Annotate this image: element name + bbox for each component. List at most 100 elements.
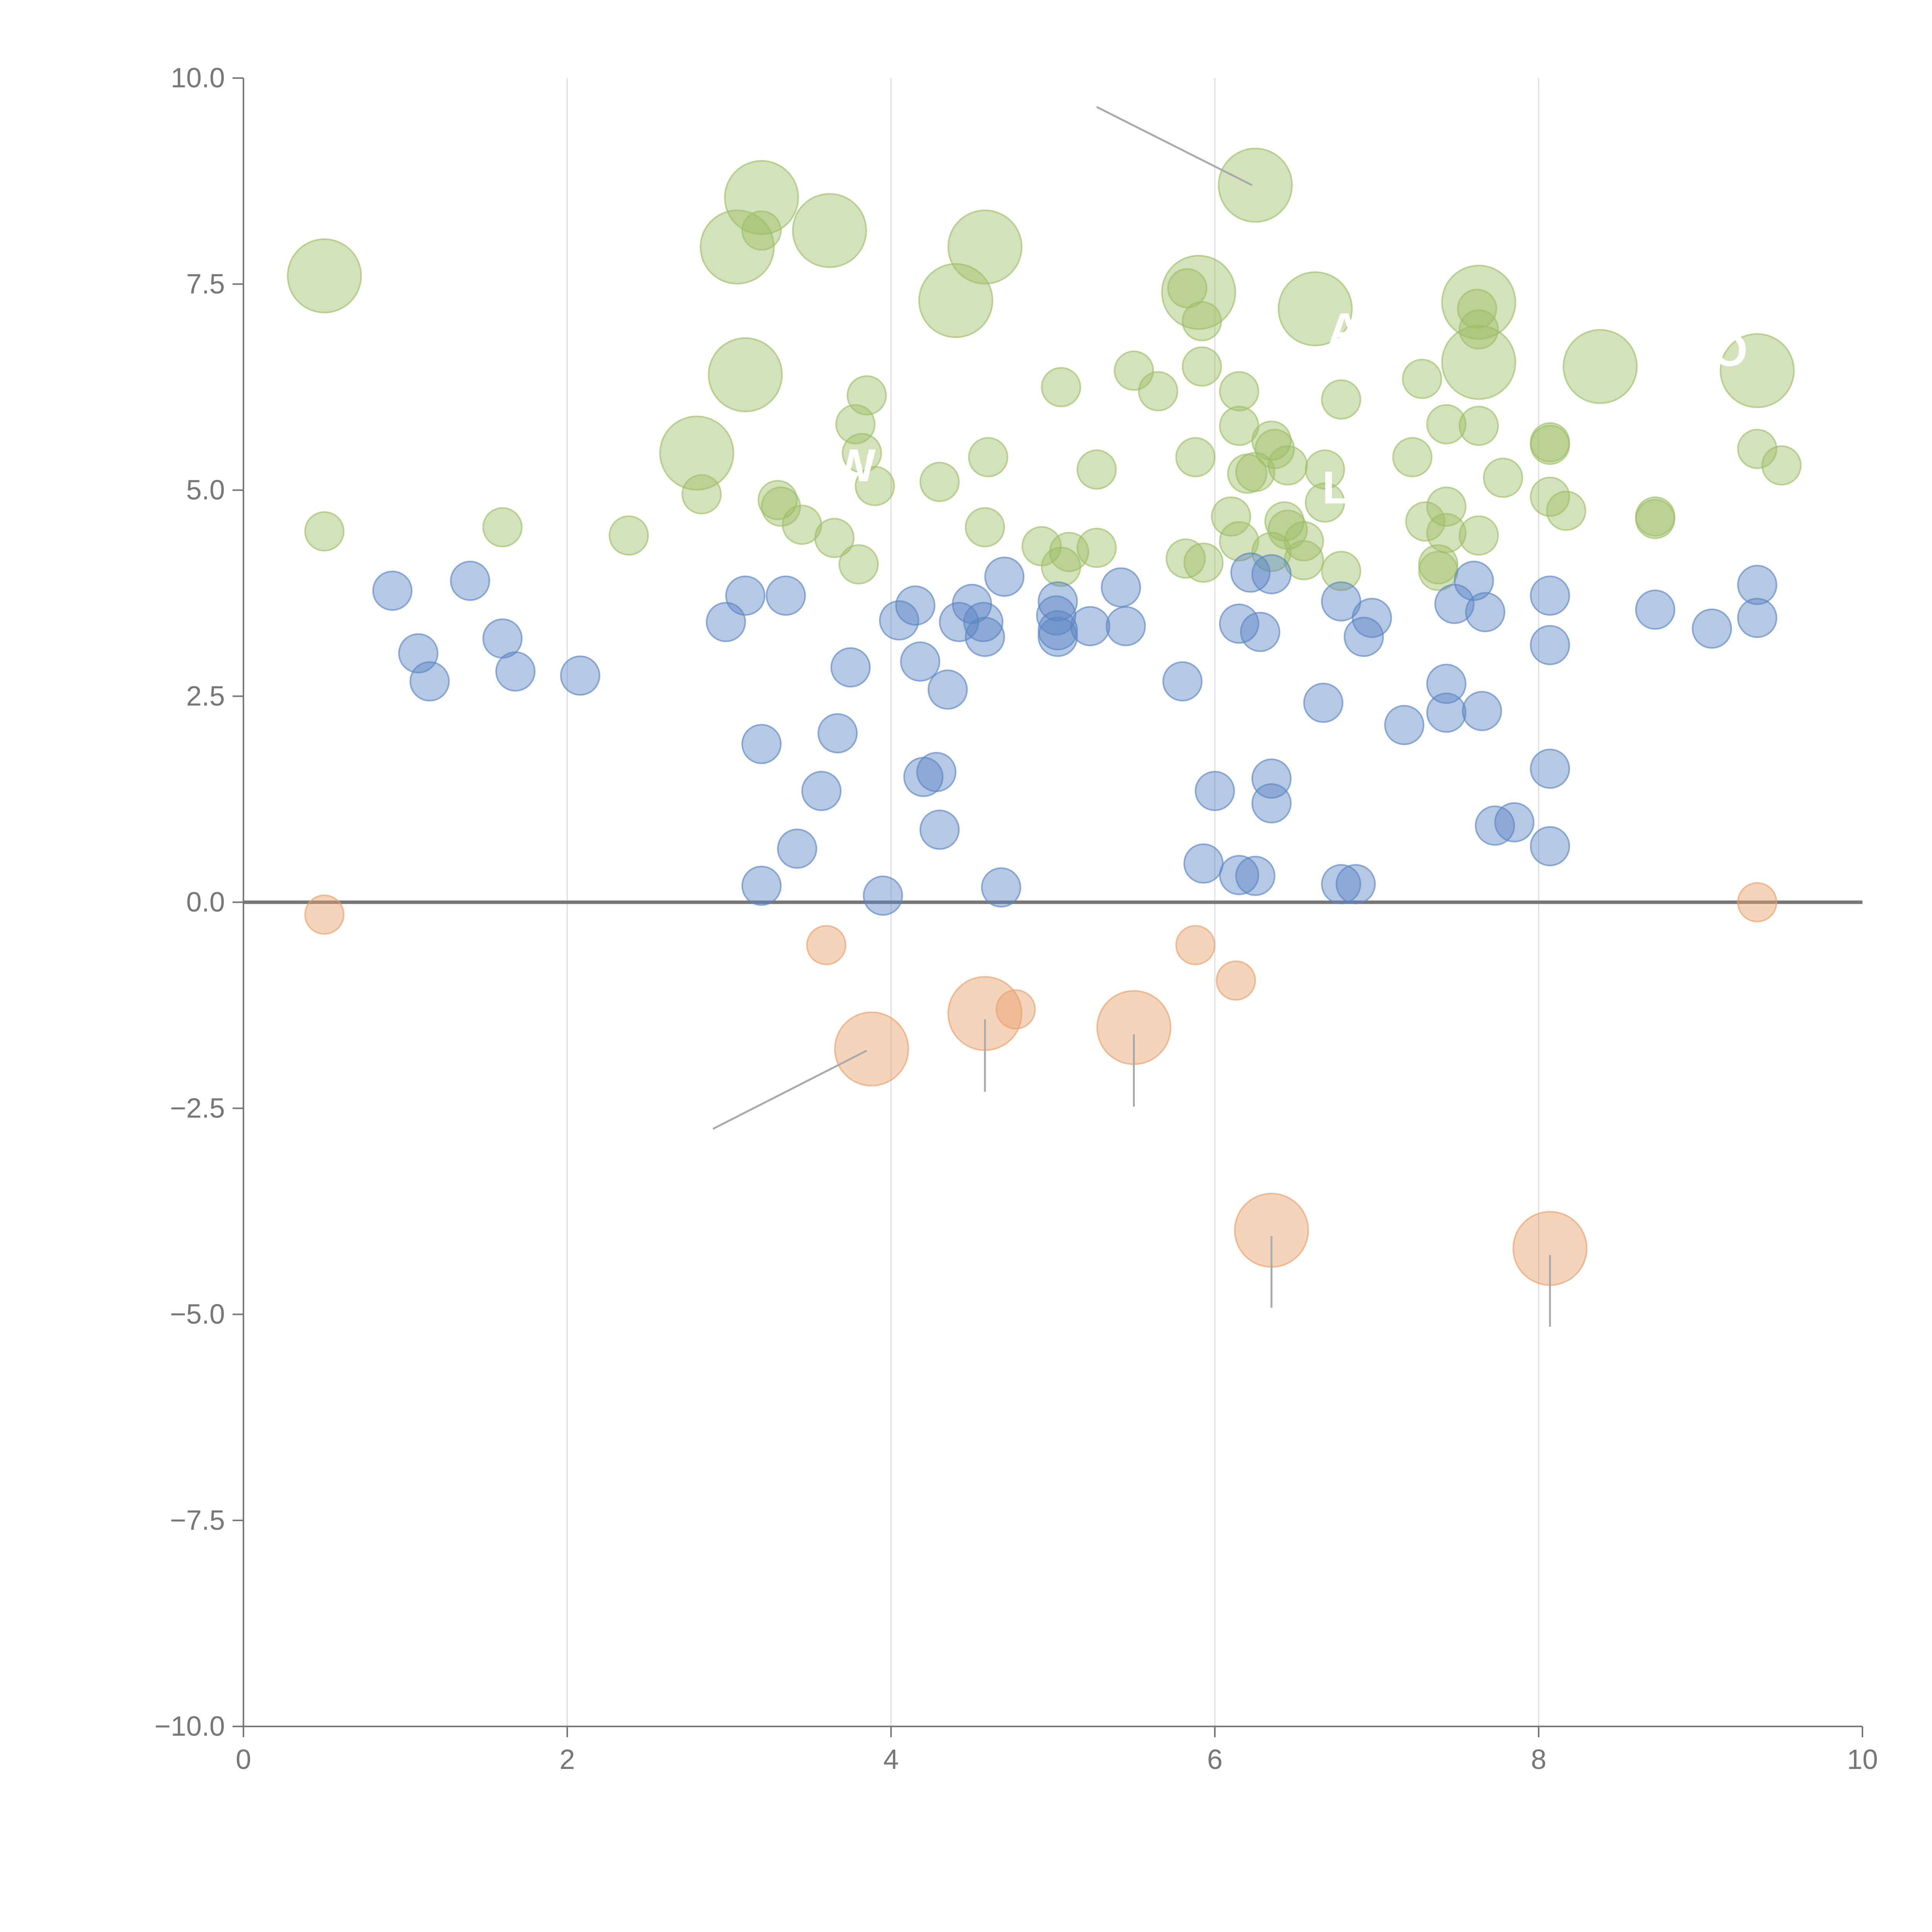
- bubble-high: [1458, 515, 1499, 556]
- bubble-high: [965, 507, 1005, 548]
- bubble-mid: [1335, 864, 1376, 905]
- bubble-high: [757, 480, 798, 520]
- bubble-mid: [372, 570, 413, 611]
- bubble-high: [1114, 350, 1154, 391]
- bubble-high: [681, 474, 722, 515]
- bubble-mid: [1251, 783, 1292, 824]
- bubble-high: [707, 337, 783, 412]
- bubble-high: [1277, 271, 1353, 347]
- bubble-mid: [830, 647, 871, 688]
- bubble-mid: [1183, 843, 1224, 884]
- bubble-low: [834, 1011, 909, 1087]
- annotation-label: L: [1322, 462, 1350, 514]
- x-tick-label: 2: [560, 1744, 575, 1775]
- bubble-mid: [879, 600, 919, 641]
- bubble-mid: [1426, 692, 1467, 733]
- bubble-high: [1219, 371, 1259, 412]
- annotation-labels: W A L O: [832, 304, 1748, 514]
- bubble-high: [287, 238, 362, 313]
- bubble-mid: [1251, 759, 1292, 799]
- bubble-high: [1255, 429, 1295, 469]
- bubble-high: [1530, 476, 1570, 517]
- bubble-mid: [1105, 606, 1146, 646]
- bubble-mid: [1230, 552, 1271, 593]
- bubble-mid: [1235, 855, 1276, 896]
- bubble-high: [1761, 445, 1802, 486]
- y-tick-label: 0.0: [186, 887, 225, 918]
- bubble-mid: [1454, 561, 1494, 601]
- bubble-mid: [777, 828, 817, 869]
- bubble-high: [1426, 404, 1467, 444]
- x-tick-label: 6: [1207, 1744, 1223, 1775]
- bubble-mid: [1426, 663, 1467, 704]
- x-tick-label: 4: [883, 1744, 899, 1775]
- y-tick-label: 2.5: [186, 681, 225, 712]
- bubble-high: [1041, 367, 1081, 407]
- bubble-high: [855, 466, 895, 506]
- bubble-low: [995, 989, 1036, 1030]
- bubble-high: [1441, 325, 1516, 400]
- bubble-high: [919, 462, 960, 502]
- bubble-high: [918, 263, 993, 338]
- bubble-high: [1304, 449, 1345, 490]
- bubble-high: [1267, 445, 1308, 486]
- bubble-high: [1458, 406, 1499, 446]
- y-tick-label: −7.5: [170, 1505, 225, 1536]
- bubble-mid: [916, 752, 957, 792]
- bubble-mid: [817, 713, 858, 753]
- x-tick-label: 0: [236, 1744, 251, 1775]
- bubble-mid: [1635, 589, 1675, 630]
- bubble-low: [304, 894, 345, 935]
- bubble-mid: [450, 561, 490, 601]
- bubble-mid: [1530, 748, 1570, 789]
- bubble-high: [1563, 329, 1638, 404]
- bubble-mid: [495, 651, 536, 692]
- bubble-high: [1251, 532, 1292, 572]
- bubble-mid: [1384, 705, 1425, 745]
- bubble-high: [741, 210, 782, 251]
- bubble-high: [1635, 499, 1675, 539]
- bubble-mid: [1530, 826, 1570, 866]
- x-tick-label: 10: [1847, 1744, 1878, 1775]
- bubble-mid: [741, 866, 782, 906]
- data-points: [287, 148, 1802, 1286]
- y-tick-label: 10.0: [171, 63, 225, 94]
- bubble-mid: [1251, 554, 1292, 595]
- bubble-mid: [1162, 661, 1203, 702]
- bubble-mid: [725, 575, 765, 616]
- x-tick-label: 8: [1531, 1744, 1546, 1775]
- bubble-high: [1426, 513, 1467, 553]
- bubble-high: [1392, 437, 1433, 478]
- bubble-high: [1321, 551, 1361, 591]
- bubble-mid: [398, 633, 439, 673]
- bubble-high: [1530, 422, 1570, 463]
- bubble-high: [1182, 301, 1222, 342]
- bubble-high: [1211, 496, 1251, 537]
- bubble-high: [1405, 501, 1446, 542]
- bubble-high: [968, 437, 1009, 478]
- bubble-mid: [1219, 604, 1259, 644]
- bubble-high: [1165, 538, 1206, 579]
- bubble-mid: [1321, 864, 1361, 905]
- leader-line: [1096, 106, 1253, 186]
- bubble-mid: [1692, 608, 1732, 649]
- bubble-mid: [863, 875, 903, 916]
- bubble-low: [1216, 960, 1256, 1001]
- bubble-mid: [741, 724, 782, 764]
- bubble-mid: [1195, 771, 1235, 811]
- bubble-high: [761, 486, 801, 527]
- bubble-high: [1321, 379, 1361, 420]
- bubble-mid: [984, 556, 1025, 597]
- bubble-low: [1737, 882, 1777, 922]
- bubble-high: [1546, 490, 1587, 531]
- annotation-label: W: [832, 440, 876, 492]
- bubble-mid: [1530, 625, 1570, 665]
- bubble-high: [1219, 521, 1259, 561]
- bubble-mid: [963, 602, 1003, 642]
- bubble-high: [659, 415, 735, 491]
- bubble-low: [806, 925, 847, 965]
- bubble-high: [1161, 255, 1236, 330]
- bubble-mid: [1303, 682, 1344, 723]
